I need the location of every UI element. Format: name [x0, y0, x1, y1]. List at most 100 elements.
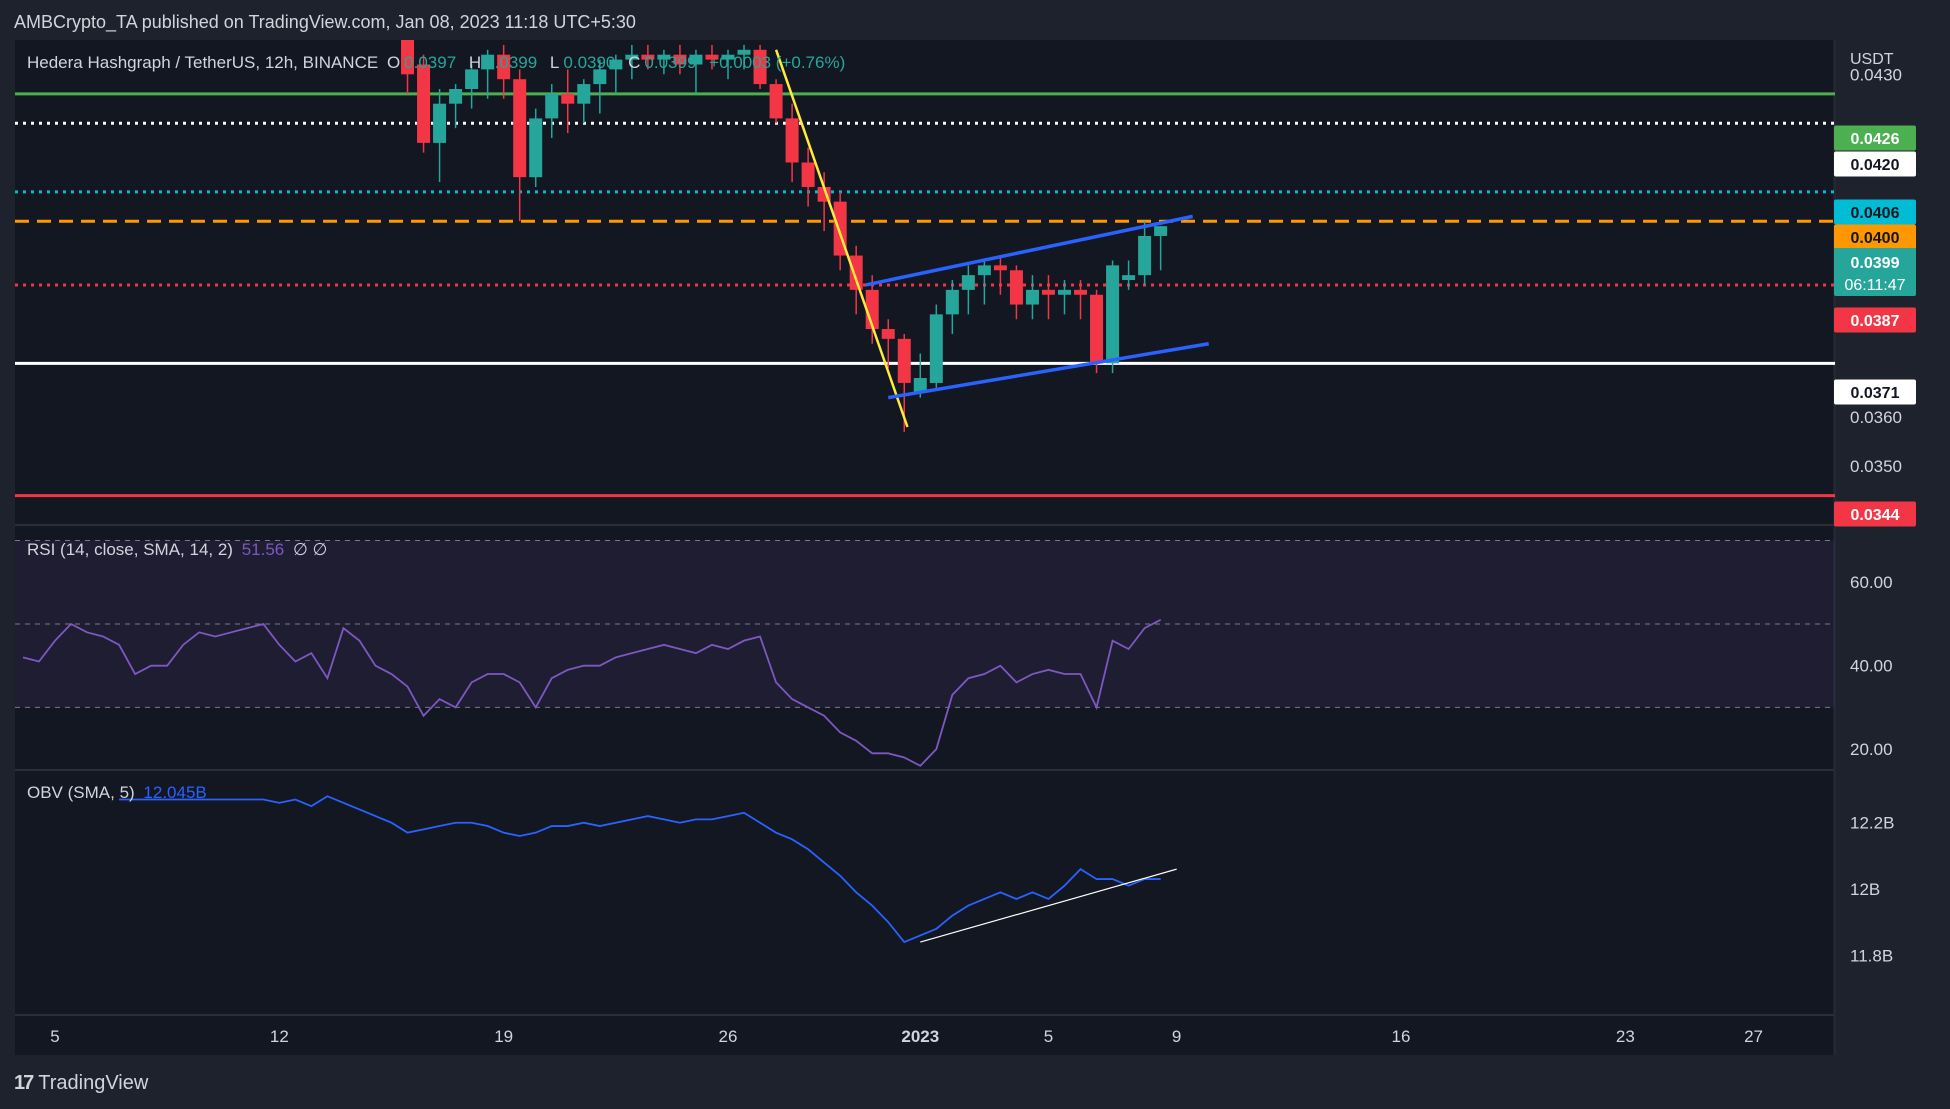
- currency-label: USDT: [1850, 51, 1894, 68]
- candle-body: [737, 49, 751, 55]
- rsi-tick-label: 60.00: [1850, 573, 1893, 592]
- candle-body: [785, 118, 799, 163]
- close-label: C: [628, 53, 641, 72]
- level-tag: 0.0426: [1851, 131, 1900, 148]
- channel-lower-line: [887, 342, 1210, 400]
- low-value: 0.0390: [563, 53, 616, 72]
- candle-body: [481, 54, 495, 70]
- rsi-tick-label: 20.00: [1850, 740, 1893, 759]
- level-tag: 0.0420: [1851, 157, 1900, 174]
- rsi-extra: ∅ ∅: [292, 540, 328, 559]
- candle-body: [961, 275, 975, 290]
- obv-tick-label: 12.2B: [1850, 814, 1894, 833]
- candle-body: [497, 54, 511, 80]
- candle-body: [449, 88, 463, 104]
- level-tag-bg: [1834, 151, 1916, 177]
- obv-line: [119, 795, 1161, 944]
- candle-body: [401, 40, 415, 75]
- obv-legend[interactable]: OBV (SMA, 5) 12.045B: [27, 783, 211, 803]
- rsi-line: [22, 618, 1162, 767]
- last-price-countdown: 06:11:47: [1844, 277, 1905, 294]
- candle-body: [433, 103, 447, 143]
- level-tag: 0.0400: [1851, 230, 1900, 247]
- candle-body: [513, 79, 527, 178]
- candle-body: [1090, 294, 1104, 364]
- publisher-info: AMBCrypto_TA published on TradingView.co…: [14, 12, 636, 32]
- level-tag: 0.0387: [1851, 313, 1900, 330]
- level-tag-bg: [1834, 379, 1916, 405]
- candle-body: [1122, 275, 1136, 281]
- candle-body: [1138, 235, 1152, 276]
- candle-body: [545, 93, 559, 119]
- candle-body: [1058, 289, 1071, 295]
- brand-label: TradingView: [38, 1072, 149, 1094]
- rsi-tick-label: 40.00: [1850, 657, 1893, 676]
- candle-body: [929, 314, 943, 383]
- level-tag: 0.0406: [1851, 205, 1900, 222]
- last-price-tag-bg: [1834, 248, 1916, 296]
- symbol-title: Hedera Hashgraph / TetherUS, 12h, BINANC…: [27, 53, 379, 72]
- downtrend-line: [774, 49, 909, 428]
- candle-body: [881, 329, 895, 339]
- obv-trend-line: [920, 868, 1177, 943]
- candle-body: [1154, 226, 1168, 236]
- obv-tick-label: 12B: [1850, 880, 1880, 899]
- candle-body: [529, 118, 543, 178]
- x-tick-label: 5: [50, 1027, 59, 1046]
- symbol-legend[interactable]: Hedera Hashgraph / TetherUS, 12h, BINANC…: [27, 53, 849, 73]
- candles-group: [401, 40, 1168, 432]
- level-tag-bg: [1834, 224, 1916, 250]
- candle-body: [1025, 289, 1039, 305]
- candle-body: [801, 162, 815, 187]
- candle-body: [465, 69, 479, 89]
- candle-body: [1074, 289, 1088, 295]
- candle-body: [721, 54, 735, 60]
- price-tick-label: 0.0350: [1850, 457, 1902, 476]
- level-tag: 0.0344: [1851, 507, 1900, 524]
- x-tick-label: 19: [494, 1027, 513, 1046]
- candle-body: [945, 289, 959, 315]
- candle-body: [1041, 289, 1055, 295]
- price-tick-label: 0.0360: [1850, 408, 1902, 427]
- low-label: L: [549, 53, 560, 72]
- high-value: 0.0399: [485, 53, 538, 72]
- x-tick-label: 27: [1744, 1027, 1763, 1046]
- candle-body: [561, 93, 575, 104]
- candle-body: [705, 54, 719, 60]
- high-label: H: [468, 53, 482, 72]
- rsi-legend[interactable]: RSI (14, close, SMA, 14, 2) 51.56 ∅ ∅: [27, 540, 331, 560]
- change-value: +0.0003 (+0.76%): [709, 53, 846, 72]
- level-tag-bg: [1834, 501, 1916, 527]
- candle-body: [769, 84, 783, 119]
- candle-body: [897, 338, 911, 383]
- rsi-label: RSI (14, close, SMA, 14, 2): [27, 540, 233, 559]
- tradingview-logo-icon: 17: [14, 1072, 34, 1094]
- last-price-label: 0.0399: [1851, 255, 1900, 272]
- x-tick-label: 2023: [901, 1027, 939, 1046]
- x-tick-label: 23: [1616, 1027, 1635, 1046]
- obv-label: OBV (SMA, 5): [27, 783, 135, 802]
- candle-body: [641, 54, 655, 60]
- x-tick-label: 5: [1044, 1027, 1053, 1046]
- level-tag-bg: [1834, 125, 1916, 151]
- candle-body: [1106, 265, 1120, 364]
- level-tag-bg: [1834, 307, 1916, 333]
- candle-body: [913, 378, 927, 393]
- brand[interactable]: 17 TradingView: [14, 1072, 148, 1095]
- x-tick-label: 9: [1172, 1027, 1181, 1046]
- rsi-value: 51.56: [241, 540, 285, 559]
- obv-value: 12.045B: [143, 783, 207, 802]
- price-tick-label: 0.0430: [1850, 65, 1902, 84]
- candle-body: [625, 54, 639, 60]
- candle-body: [609, 59, 623, 70]
- obv-tick-label: 11.8B: [1850, 946, 1893, 965]
- candle-body: [577, 84, 591, 104]
- candle-body: [849, 255, 863, 290]
- candle-body: [993, 265, 1007, 271]
- candle-body: [689, 54, 703, 65]
- candle-body: [657, 54, 671, 60]
- level-tag-bg: [1834, 199, 1916, 225]
- open-value: 0.0397: [404, 53, 457, 72]
- candle-body: [1009, 270, 1023, 305]
